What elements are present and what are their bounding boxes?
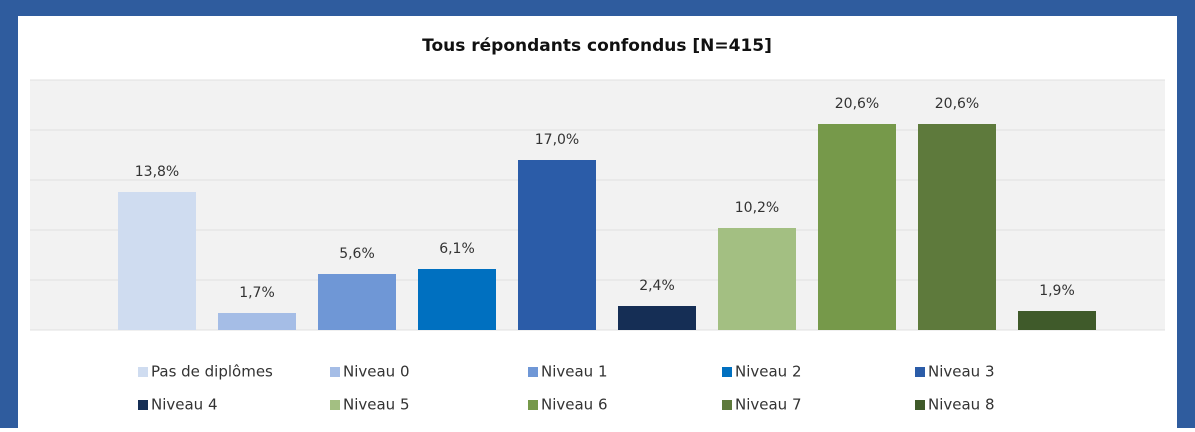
data-label: 1,9%	[1039, 283, 1075, 299]
legend-label: Niveau 7	[735, 396, 802, 414]
data-label: 17,0%	[535, 132, 579, 148]
legend-swatch	[138, 367, 148, 377]
data-label: 5,6%	[339, 246, 375, 262]
data-label: 20,6%	[835, 96, 879, 112]
legend-label: Pas de diplômes	[151, 363, 273, 381]
legend-swatch	[722, 400, 732, 410]
legend-label: Niveau 2	[735, 363, 802, 381]
legend-label: Niveau 5	[343, 396, 410, 414]
chart-title: Tous répondants confondus [N=415]	[422, 36, 772, 56]
data-label: 6,1%	[439, 241, 475, 257]
data-label: 20,6%	[935, 96, 979, 112]
legend-swatch	[330, 367, 340, 377]
legend-label: Niveau 0	[343, 363, 410, 381]
bar	[718, 228, 796, 330]
legend-label: Niveau 4	[151, 396, 218, 414]
bar	[918, 124, 996, 330]
bar	[1018, 311, 1096, 330]
legend-swatch	[722, 367, 732, 377]
data-label: 1,7%	[239, 285, 275, 301]
legend-swatch	[330, 400, 340, 410]
bar	[618, 306, 696, 330]
legend-swatch	[528, 400, 538, 410]
bar	[318, 274, 396, 330]
bar	[818, 124, 896, 330]
legend-label: Niveau 3	[928, 363, 995, 381]
legend-swatch	[528, 367, 538, 377]
bar	[418, 269, 496, 330]
data-label: 2,4%	[639, 278, 675, 294]
bar	[218, 313, 296, 330]
data-label: 13,8%	[135, 164, 179, 180]
legend-label: Niveau 6	[541, 396, 608, 414]
bar	[518, 160, 596, 330]
legend-label: Niveau 8	[928, 396, 995, 414]
legend-swatch	[915, 400, 925, 410]
legend-swatch	[138, 400, 148, 410]
bar	[118, 192, 196, 330]
data-label: 10,2%	[735, 200, 779, 216]
legend-label: Niveau 1	[541, 363, 608, 381]
legend-swatch	[915, 367, 925, 377]
